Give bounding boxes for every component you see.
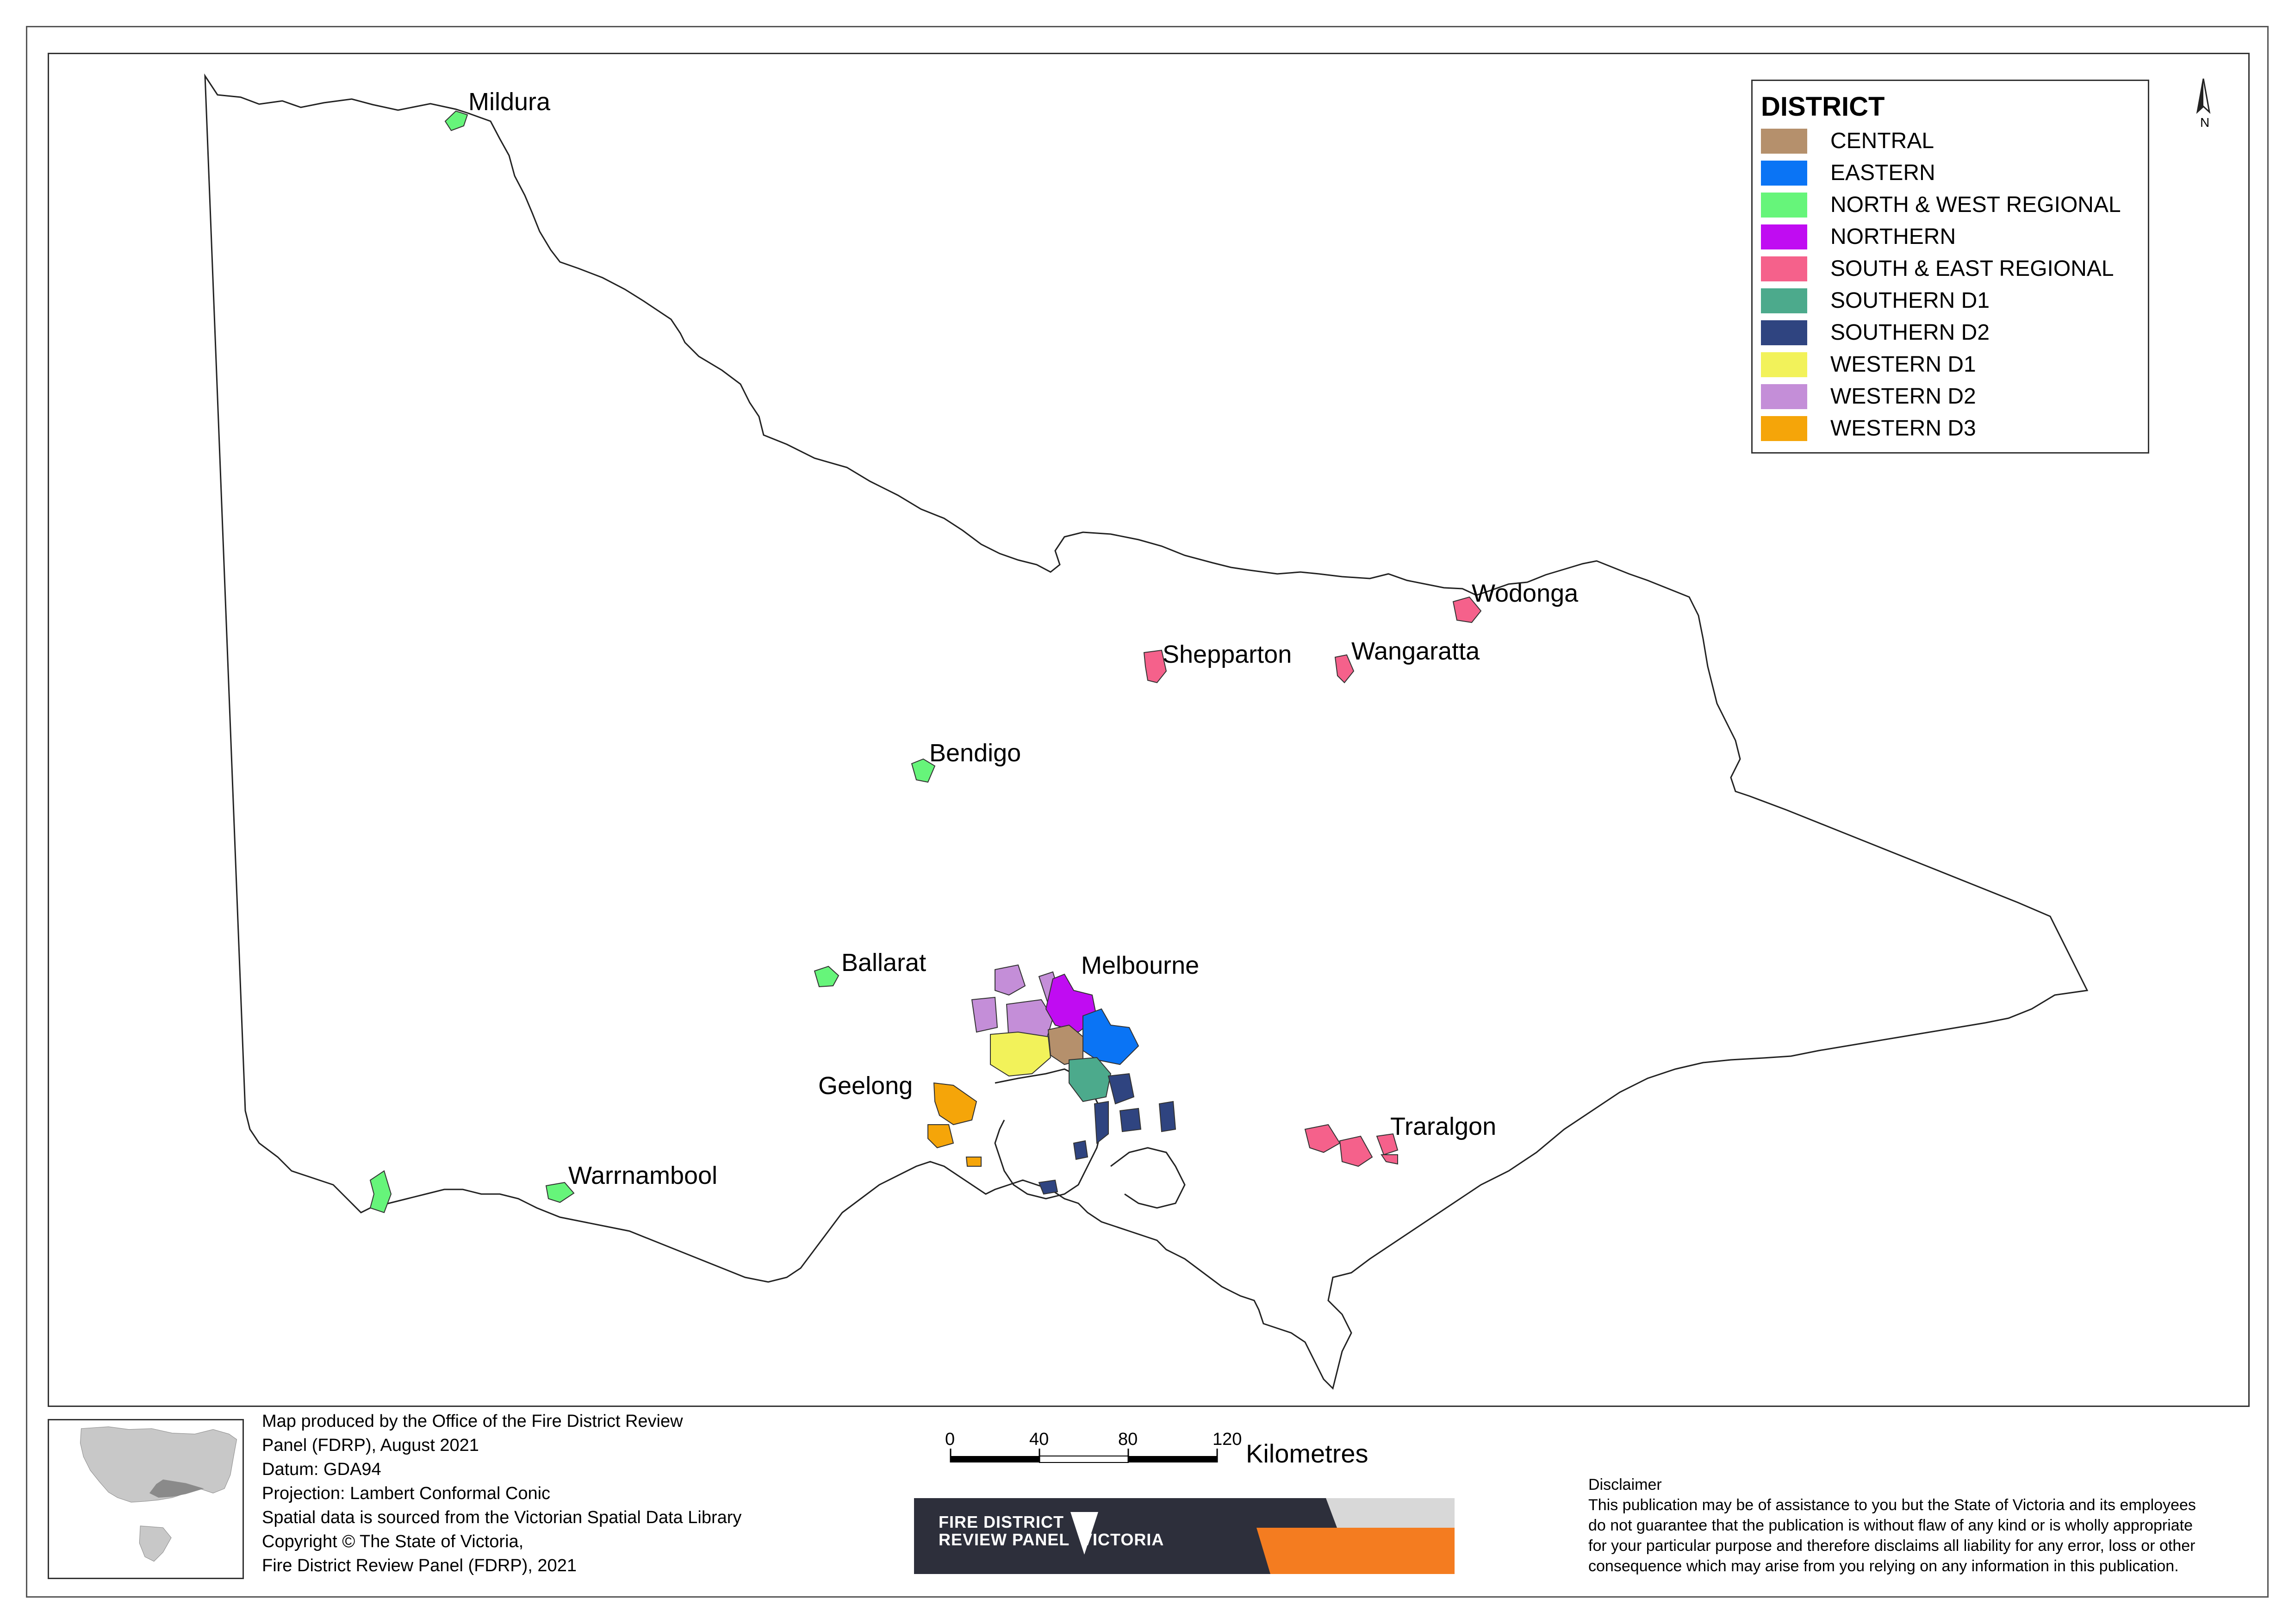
place-labels: Mildura Wodonga Shepparton Wangaratta Be… <box>468 88 1579 1189</box>
label-melbourne: Melbourne <box>1081 952 1199 979</box>
legend-label: NORTH & WEST REGIONAL <box>1830 193 2121 217</box>
legend-swatch <box>1761 320 1807 345</box>
legend-swatch <box>1761 161 1807 186</box>
label-shepparton: Shepparton <box>1163 641 1292 668</box>
map-frame <box>48 53 2250 1407</box>
north-arrow-icon: N <box>2196 78 2211 130</box>
info-line: Fire District Review Panel (FDRP), 2021 <box>262 1556 577 1575</box>
scale-unit: Kilometres <box>1246 1439 1368 1468</box>
scale-tick-80: 80 <box>1118 1430 1138 1449</box>
wodonga-area[interactable] <box>1452 596 1482 623</box>
legend-swatch <box>1761 193 1807 218</box>
inset-locator-map <box>48 1419 244 1579</box>
traralgon-area-2[interactable] <box>1339 1135 1373 1167</box>
legend-label: WESTERN D3 <box>1830 416 1976 441</box>
shepparton-area[interactable] <box>1143 649 1167 684</box>
legend: DISTRICT CENTRAL EASTERN NORTH & WEST REGI… <box>1751 80 2149 454</box>
disclaimer-title: Disclaimer <box>1588 1476 1662 1493</box>
logo-line1: FIRE DISTRICT <box>939 1512 1064 1531</box>
info-line: Datum: GDA94 <box>262 1460 381 1479</box>
victoria-map[interactable]: Mildura Wodonga Shepparton Wangaratta Be… <box>48 53 2250 1407</box>
disclaimer-line: This publication may be of assistance to… <box>1588 1496 2196 1514</box>
legend-swatch <box>1761 416 1807 441</box>
info-line: Copyright © The State of Victoria, <box>262 1532 524 1551</box>
label-wodonga: Wodonga <box>1472 579 1579 607</box>
western-d3-area-3[interactable] <box>965 1157 982 1167</box>
western-d3-area-1[interactable] <box>933 1082 977 1126</box>
logo-brand: VICTORIA <box>1081 1530 1164 1549</box>
traralgon-area-1[interactable] <box>1304 1124 1341 1153</box>
legend-title: DISTRICT <box>1761 92 1885 122</box>
label-wangaratta: Wangaratta <box>1351 637 1480 665</box>
info-line: Spatial data is sourced from the Victori… <box>262 1508 742 1527</box>
disclaimer: Disclaimer This publication may be of as… <box>1588 1475 2245 1576</box>
portland-area[interactable] <box>369 1170 392 1213</box>
legend-label: CENTRAL <box>1830 129 1934 153</box>
southern-d1-area[interactable] <box>1069 1057 1112 1102</box>
info-line: Map produced by the Office of the Fire D… <box>262 1412 683 1431</box>
western-d1-area[interactable] <box>990 1031 1051 1077</box>
southern-d2-area-3[interactable] <box>1119 1108 1142 1132</box>
legend-swatch <box>1761 288 1807 313</box>
legend-label: EASTERN <box>1830 161 1935 185</box>
western-d2-area-1[interactable] <box>995 964 1026 996</box>
label-ballarat: Ballarat <box>841 949 926 977</box>
western-d3-area-2[interactable] <box>927 1124 954 1149</box>
western-port <box>1110 1147 1186 1209</box>
inset-mainland <box>80 1426 237 1503</box>
legend-label: NORTHERN <box>1830 224 1956 249</box>
page-border <box>26 26 2269 1598</box>
southern-d2-area-2[interactable] <box>1094 1101 1109 1144</box>
label-traralgon: Traralgon <box>1390 1113 1496 1140</box>
scale-bar: 0 40 80 120 <box>945 1430 1242 1463</box>
legend-label: SOUTHERN D2 <box>1830 320 1990 345</box>
label-warrnambool: Warrnambool <box>568 1162 717 1189</box>
inset-victoria <box>149 1479 204 1498</box>
scale-tick-40: 40 <box>1029 1430 1049 1449</box>
legend-swatch <box>1761 256 1807 281</box>
legend-label: SOUTHERN D1 <box>1830 288 1990 313</box>
disclaimer-line: for your particular purpose and therefor… <box>1588 1537 2195 1555</box>
scale-tick-0: 0 <box>945 1430 955 1449</box>
info-line: Panel (FDRP), August 2021 <box>262 1436 479 1455</box>
legend-label: WESTERN D2 <box>1830 384 1976 409</box>
port-phillip-bay <box>994 1068 1102 1200</box>
label-geelong: Geelong <box>818 1072 913 1100</box>
southern-d2-area-5[interactable] <box>1073 1140 1088 1160</box>
warrnambool-area[interactable] <box>545 1182 575 1203</box>
traralgon-area-4[interactable] <box>1381 1154 1398 1165</box>
wangaratta-area[interactable] <box>1334 654 1355 684</box>
legend-label: WESTERN D1 <box>1830 352 1976 377</box>
bendigo-area[interactable] <box>911 758 936 783</box>
southern-d2-area-6[interactable] <box>1038 1179 1058 1195</box>
victoria-outline <box>204 73 2089 1390</box>
scale-tick-120: 120 <box>1213 1430 1242 1449</box>
western-d2-area-2[interactable] <box>971 996 998 1033</box>
inset-tasmania <box>139 1525 172 1562</box>
southern-d2-area-4[interactable] <box>1158 1101 1176 1132</box>
label-bendigo: Bendigo <box>929 739 1021 767</box>
disclaimer-line: do not guarantee that the publication is… <box>1588 1517 2193 1534</box>
north-label: N <box>2200 115 2209 130</box>
traralgon-area-3[interactable] <box>1376 1133 1399 1156</box>
ballarat-area[interactable] <box>814 965 840 988</box>
fdrp-victoria-logo <box>914 1498 1455 1574</box>
map-info: Map produced by the Office of the Fire D… <box>262 1409 741 1578</box>
legend-swatch <box>1761 384 1807 409</box>
southern-d2-area-1[interactable] <box>1107 1073 1135 1105</box>
eastern-area[interactable] <box>1082 1008 1139 1065</box>
district-areas <box>369 110 1482 1213</box>
logo-line2: REVIEW PANEL <box>939 1530 1070 1549</box>
legend-swatch <box>1761 224 1807 249</box>
legend-label: SOUTH & EAST REGIONAL <box>1830 256 2114 281</box>
legend-swatch <box>1761 129 1807 154</box>
legend-swatch <box>1761 352 1807 377</box>
label-mildura: Mildura <box>468 88 551 116</box>
disclaimer-line: consequence which may arise from you rel… <box>1588 1557 2179 1575</box>
info-line: Projection: Lambert Conformal Conic <box>262 1484 551 1503</box>
mildura-area[interactable] <box>444 110 468 131</box>
